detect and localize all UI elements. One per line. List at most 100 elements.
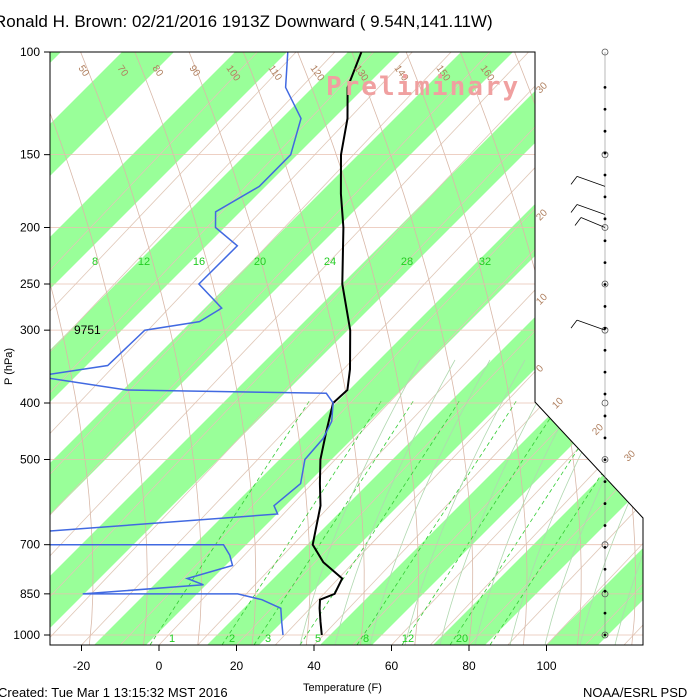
band-label: 24 xyxy=(324,256,336,268)
band-label: 20 xyxy=(254,256,266,268)
saturation-adiabat-line xyxy=(579,359,643,645)
wind-level-circle xyxy=(601,456,609,463)
wind-level-dot xyxy=(603,348,607,352)
saturation-adiabat-line xyxy=(299,359,421,645)
moist-band xyxy=(50,52,643,645)
chart-title: Ronald H. Brown: 02/21/2016 1913Z Downwa… xyxy=(0,12,493,31)
band-label: 32 xyxy=(479,256,491,268)
wind-level-dot xyxy=(603,611,607,615)
sounding-traces xyxy=(50,52,363,636)
wind-level-dot xyxy=(603,480,607,484)
x-tick-label: 20 xyxy=(230,659,244,673)
band-label: 16 xyxy=(193,256,205,268)
moist-band xyxy=(428,52,643,645)
isotherm-line xyxy=(50,52,381,645)
wind-level-dot xyxy=(603,239,607,243)
wind-level-dot xyxy=(603,589,607,593)
y-tick-label: 250 xyxy=(20,277,40,291)
height-label: 9751 xyxy=(74,323,101,337)
wind-level-dot xyxy=(603,392,607,396)
y-tick-label: 200 xyxy=(20,221,40,235)
x-tick-label: 60 xyxy=(385,659,399,673)
mixing-ratio-label: 2 xyxy=(229,633,235,645)
wind-level-dot xyxy=(603,524,607,527)
y-tick-label: 400 xyxy=(20,396,40,410)
wind-level-dot xyxy=(603,567,607,571)
pressure-axis: 100 150 200 250 300 400 500 700 850 1000 xyxy=(13,45,50,642)
band-label: 8 xyxy=(92,256,98,268)
y-tick-label: 100 xyxy=(20,45,40,59)
wind-level-dot xyxy=(603,107,607,111)
y-tick-label: 300 xyxy=(20,323,40,337)
dewpoint-trace xyxy=(50,52,334,636)
wind-level-dot xyxy=(603,414,607,418)
y-tick-label: 150 xyxy=(20,148,40,162)
mixing-ratio-label: 3 xyxy=(265,633,271,645)
y-tick-label: 700 xyxy=(20,538,40,552)
wind-level-dot xyxy=(603,195,607,199)
x-tick-label: -20 xyxy=(73,659,91,673)
wind-level-circle xyxy=(601,224,609,231)
wind-barb-column xyxy=(570,48,609,639)
isotherm-line xyxy=(50,52,459,645)
plot-frame xyxy=(49,51,644,646)
wind-barb xyxy=(574,217,606,228)
footer-created: Created: Tue Mar 1 13:15:32 MST 2016 xyxy=(0,685,228,700)
wind-level-circle xyxy=(601,631,609,639)
isotherm-line xyxy=(50,52,342,645)
footer-credit: NOAA/ESRL PSD xyxy=(583,685,687,700)
wind-barb xyxy=(570,175,606,187)
wind-level-dot xyxy=(603,283,607,286)
saturation-adiabat-line xyxy=(404,359,526,645)
isotherm-label: 30 xyxy=(622,448,638,464)
isotherm-label: 30 xyxy=(534,80,550,96)
wind-level-circle xyxy=(601,280,609,288)
saturation-adiabat-line xyxy=(369,359,491,645)
isotherm-line xyxy=(50,52,265,645)
band-label: 28 xyxy=(401,256,413,268)
mixing-ratio-label: 20 xyxy=(456,633,468,645)
wind-level-dot xyxy=(603,458,607,462)
moist-band xyxy=(50,52,565,645)
isotherm-label: 10 xyxy=(534,292,550,308)
wind-barb xyxy=(570,319,606,331)
wind-level-dot xyxy=(603,85,607,89)
x-axis-label: Temperature (F) xyxy=(303,682,382,694)
wind-level-circle xyxy=(601,48,609,56)
isotherm-line xyxy=(50,52,420,645)
saturation-adiabat-line xyxy=(614,359,643,645)
isotherm-line xyxy=(663,45,700,645)
temperature-axis: -20 0 20 40 60 80 100 xyxy=(73,645,557,673)
wind-level-circle xyxy=(601,399,609,407)
isotherm-line xyxy=(50,52,304,645)
band-label: 12 xyxy=(138,256,150,268)
isotherm-label: 0 xyxy=(534,363,546,375)
isotherm-label: 20 xyxy=(590,422,606,438)
wind-level-dot xyxy=(603,129,607,133)
wind-level-dot xyxy=(603,261,607,265)
mixing-ratio-label: 5 xyxy=(315,633,321,645)
moist-band xyxy=(654,0,700,650)
dry-adiabat-label: 50 xyxy=(76,63,92,79)
y-axis-label: P (hPa) xyxy=(3,348,15,385)
isotherm-line xyxy=(50,52,497,645)
wind-level-dot xyxy=(603,173,607,177)
x-tick-label: 0 xyxy=(156,659,163,673)
isotherm-label: 20 xyxy=(534,207,550,223)
dry-adiabat-label: 90 xyxy=(187,63,203,79)
moist-band xyxy=(50,52,339,645)
y-tick-label: 850 xyxy=(20,587,40,601)
wind-barb xyxy=(570,204,606,215)
wind-level-dot xyxy=(603,502,607,505)
x-tick-label: 80 xyxy=(462,659,476,673)
wind-level-dot xyxy=(603,217,607,221)
moist-band xyxy=(50,52,452,645)
mixing-ratio-label: 1 xyxy=(169,633,175,645)
x-tick-label: 100 xyxy=(536,659,556,673)
moist-band xyxy=(315,52,643,645)
wind-level-dot xyxy=(603,370,607,374)
wind-level-dot xyxy=(603,326,607,330)
wind-level-dot xyxy=(603,633,607,637)
x-tick-label: 40 xyxy=(307,659,321,673)
